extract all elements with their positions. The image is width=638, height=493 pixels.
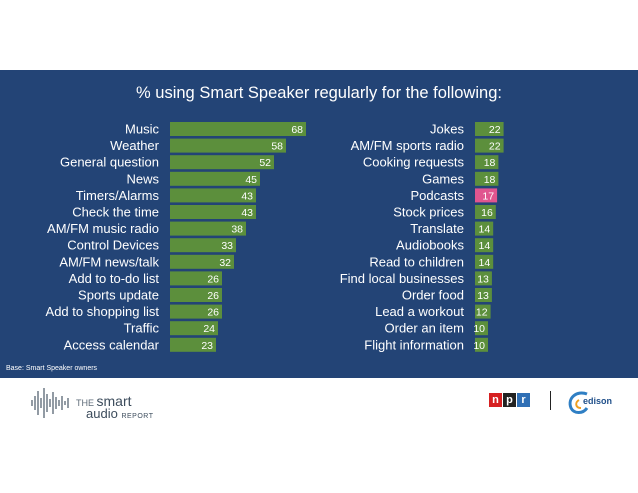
category-label-0-1: Weather	[110, 138, 160, 153]
category-label-0-9: Add to to-do list	[69, 271, 160, 286]
category-label-1-7: Audiobooks	[396, 238, 464, 253]
npr-logo: n p r	[489, 393, 531, 407]
value-label-1-8: 14	[479, 257, 491, 269]
category-label-1-9: Find local businesses	[340, 271, 465, 286]
logo-line2: audio REPORT	[86, 406, 154, 421]
bar-0-3	[170, 171, 260, 186]
base-note: Base: Smart Speaker owners	[6, 365, 98, 372]
edison-logo: edison	[565, 388, 625, 416]
bar-0-7	[170, 238, 236, 253]
category-label-1-1: AM/FM sports radio	[351, 138, 464, 153]
value-label-0-12: 24	[203, 323, 215, 335]
bar-0-11	[170, 304, 222, 319]
value-label-1-13: 10	[473, 340, 485, 352]
category-label-1-4: Podcasts	[411, 188, 465, 203]
smart-audio-report-logo: THE smart audio REPORT	[30, 385, 180, 421]
bar-0-12	[170, 321, 218, 336]
value-label-0-7: 33	[221, 240, 233, 252]
category-label-1-13: Flight information	[364, 337, 464, 352]
bar-0-5	[170, 205, 256, 219]
bar-0-13	[170, 337, 216, 352]
value-label-0-10: 26	[207, 290, 219, 302]
value-label-0-8: 32	[219, 257, 231, 269]
value-label-0-9: 26	[207, 273, 219, 285]
category-label-0-10: Sports update	[78, 288, 159, 303]
bar-1-10	[475, 288, 492, 302]
value-label-1-6: 14	[479, 224, 491, 236]
bar-0-8	[170, 254, 234, 269]
bar-1-0	[475, 122, 504, 136]
bar-1-12	[475, 321, 488, 336]
bar-1-9	[475, 271, 492, 286]
bar-1-7	[475, 238, 494, 253]
category-label-0-11: Add to shopping list	[46, 304, 160, 319]
category-label-0-2: General question	[60, 155, 159, 170]
bar-0-9	[170, 271, 222, 286]
category-label-0-7: Control Devices	[67, 238, 159, 253]
value-label-0-1: 58	[271, 141, 283, 153]
value-label-1-4: 17	[482, 190, 494, 202]
bar-1-8	[475, 254, 494, 269]
category-label-1-0: Jokes	[430, 122, 464, 137]
bar-1-13	[475, 337, 488, 352]
bar-1-2	[475, 155, 499, 170]
category-label-0-3: News	[126, 171, 159, 186]
bar-1-3	[475, 171, 499, 186]
value-label-0-4: 43	[241, 190, 253, 202]
bar-0-10	[170, 288, 222, 302]
value-label-0-2: 52	[259, 157, 271, 169]
soundwave-icon	[31, 388, 69, 418]
bar-0-1	[170, 138, 286, 153]
bar-0-6	[170, 221, 246, 236]
category-label-0-4: Timers/Alarms	[76, 188, 160, 203]
bar-1-6	[475, 221, 494, 236]
chart-panel	[0, 70, 638, 378]
category-label-0-8: AM/FM news/talk	[59, 254, 159, 269]
value-label-0-6: 38	[231, 224, 243, 236]
category-label-1-10: Order food	[402, 288, 464, 303]
value-label-1-1: 22	[489, 141, 501, 153]
category-label-0-5: Check the time	[72, 205, 159, 220]
logo-divider	[550, 391, 551, 410]
value-label-1-7: 14	[479, 240, 491, 252]
value-label-1-9: 13	[477, 273, 489, 285]
value-label-1-11: 12	[476, 307, 488, 319]
category-label-1-12: Order an item	[385, 321, 464, 336]
category-label-1-11: Lead a workout	[375, 304, 464, 319]
category-label-0-6: AM/FM music radio	[47, 221, 159, 236]
category-label-0-0: Music	[125, 122, 159, 137]
category-label-0-13: Access calendar	[64, 337, 160, 352]
value-label-1-2: 18	[484, 157, 496, 169]
category-label-1-2: Cooking requests	[363, 155, 465, 170]
category-label-1-5: Stock prices	[393, 205, 464, 220]
bar-1-5	[475, 205, 496, 219]
chart-title: % using Smart Speaker regularly for the …	[136, 84, 502, 102]
value-label-0-11: 26	[207, 307, 219, 319]
value-label-1-3: 18	[484, 174, 496, 186]
value-label-0-13: 23	[201, 340, 213, 352]
bar-1-1	[475, 138, 504, 153]
bar-1-11	[475, 304, 491, 319]
bar-0-0	[170, 122, 306, 136]
bar-0-4	[170, 188, 256, 203]
logo-line1: THE smart	[76, 393, 132, 409]
bar-1-4	[475, 188, 498, 203]
bar-0-2	[170, 155, 274, 170]
category-label-1-3: Games	[422, 171, 464, 186]
value-label-1-10: 13	[477, 290, 489, 302]
value-label-0-0: 68	[291, 124, 303, 136]
value-label-1-0: 22	[489, 124, 501, 136]
value-label-0-5: 43	[241, 207, 253, 219]
value-label-1-5: 16	[481, 207, 493, 219]
category-label-1-6: Translate	[410, 221, 464, 236]
value-label-1-12: 10	[473, 323, 485, 335]
category-label-0-12: Traffic	[124, 321, 160, 336]
value-label-0-3: 45	[245, 174, 257, 186]
edison-swirl-icon	[568, 391, 589, 414]
category-label-1-8: Read to children	[369, 254, 464, 269]
